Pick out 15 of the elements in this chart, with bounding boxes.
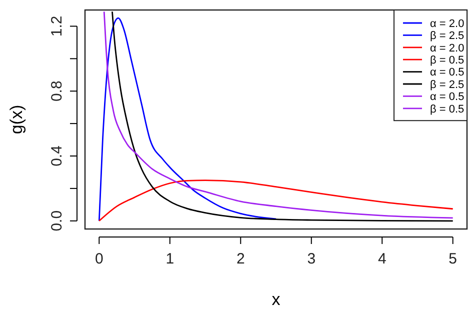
x-tick-label: 1 (166, 250, 174, 268)
x-tick-label: 5 (448, 250, 458, 268)
x-tick-label: 3 (307, 250, 316, 268)
x-tick-label: 2 (236, 250, 245, 268)
x-axis-title: x (272, 290, 281, 309)
y-tick-label: 1.2 (48, 16, 66, 37)
y-tick-label: 0.8 (48, 80, 66, 102)
x-tick-label: 0 (94, 250, 104, 268)
y-tick-label: 0.0 (48, 210, 66, 232)
y-tick-label: 0.4 (48, 146, 66, 166)
y-axis-title: g(x) (7, 104, 26, 134)
legend-label: α = 0.5 β = 0.5 (430, 91, 464, 116)
x-tick-label: 4 (378, 250, 386, 268)
line-series (98, 17, 277, 222)
line-series (98, 180, 454, 222)
